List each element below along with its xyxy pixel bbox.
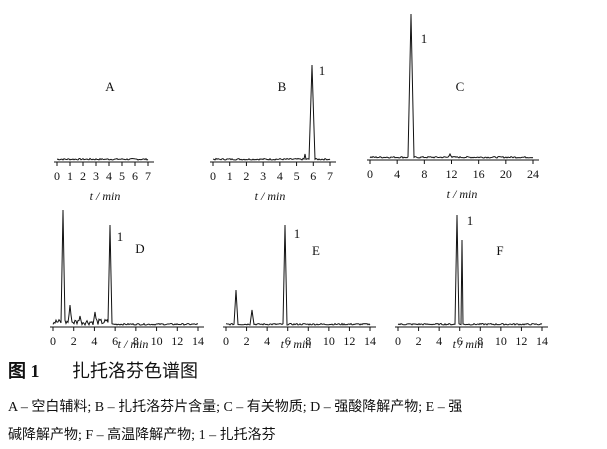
peak-label: 1 xyxy=(421,31,428,46)
tick-label: 12 xyxy=(515,334,527,348)
tick-label: 8 xyxy=(305,334,311,348)
tick-label: 5 xyxy=(119,169,125,183)
tick-label: 8 xyxy=(477,334,483,348)
panel-label: B xyxy=(278,79,287,94)
panel-label: E xyxy=(312,243,320,258)
tick-label: 4 xyxy=(91,334,97,348)
tick-label: 2 xyxy=(243,169,249,183)
tick-label: 10 xyxy=(151,334,163,348)
axis-label: t / min xyxy=(90,189,121,203)
tick-label: 12 xyxy=(446,167,458,181)
peak-label: 1 xyxy=(294,226,301,241)
tick-label: 2 xyxy=(416,334,422,348)
tick-label: 1 xyxy=(67,169,73,183)
figure-title: 扎托洛芬色谱图 xyxy=(72,361,198,381)
tick-label: 8 xyxy=(421,167,427,181)
tick-label: 4 xyxy=(264,334,270,348)
peak-label: 1 xyxy=(467,213,474,228)
trace xyxy=(212,64,331,161)
axis-label: t / min xyxy=(255,189,286,203)
tick-label: 14 xyxy=(536,334,548,348)
tick-label: 6 xyxy=(285,334,291,348)
tick-label: 3 xyxy=(93,169,99,183)
tick-label: 16 xyxy=(473,167,485,181)
tick-label: 2 xyxy=(71,334,77,348)
tick-label: 12 xyxy=(343,334,355,348)
tick-label: 20 xyxy=(500,167,512,181)
tick-label: 4 xyxy=(394,167,400,181)
tick-label: 5 xyxy=(294,169,300,183)
caption-line: A – 空白辅料; B – 扎托洛芬片含量; C – 有关物质; D – 强酸降… xyxy=(8,399,462,415)
tick-label: 0 xyxy=(50,334,56,348)
axis-label: t / min xyxy=(118,337,149,351)
tick-label: 6 xyxy=(112,334,118,348)
tick-label: 3 xyxy=(260,169,266,183)
caption-line: 碱降解产物; F – 高温降解产物; 1 – 扎托洛芬 xyxy=(8,426,276,443)
tick-label: 4 xyxy=(277,169,283,183)
axis-label: t / min xyxy=(281,337,312,351)
tick-label: 4 xyxy=(436,334,442,348)
tick-label: 7 xyxy=(327,169,333,183)
tick-label: 1 xyxy=(227,169,233,183)
tick-label: 10 xyxy=(323,334,335,348)
tick-label: 14 xyxy=(192,334,204,348)
axis-label: t / min xyxy=(453,337,484,351)
tick-label: 14 xyxy=(364,334,376,348)
panel-label: C xyxy=(456,79,465,94)
tick-label: 6 xyxy=(310,169,316,183)
tick-label: 8 xyxy=(133,334,139,348)
peak-label: 1 xyxy=(319,63,326,78)
tick-label: 0 xyxy=(395,334,401,348)
tick-label: 12 xyxy=(171,334,183,348)
tick-label: 0 xyxy=(54,169,60,183)
trace xyxy=(225,224,371,326)
panel-label: D xyxy=(135,241,144,256)
peak-label: 1 xyxy=(117,229,124,244)
tick-label: 0 xyxy=(367,167,373,181)
tick-label: 6 xyxy=(457,334,463,348)
tick-label: 4 xyxy=(106,169,112,183)
tick-label: 24 xyxy=(527,167,539,181)
tick-label: 7 xyxy=(145,169,151,183)
axis-label: t / min xyxy=(447,187,478,201)
tick-label: 0 xyxy=(210,169,216,183)
tick-label: 0 xyxy=(223,334,229,348)
tick-label: 10 xyxy=(495,334,507,348)
tick-label: 2 xyxy=(80,169,86,183)
trace xyxy=(369,13,534,159)
trace xyxy=(52,209,199,327)
panel-label: F xyxy=(496,243,503,258)
tick-label: 2 xyxy=(244,334,250,348)
panel-label: A xyxy=(105,79,115,94)
figure-number: 图 1 xyxy=(8,361,40,381)
trace xyxy=(56,157,149,161)
trace xyxy=(397,214,543,326)
tick-label: 6 xyxy=(132,169,138,183)
